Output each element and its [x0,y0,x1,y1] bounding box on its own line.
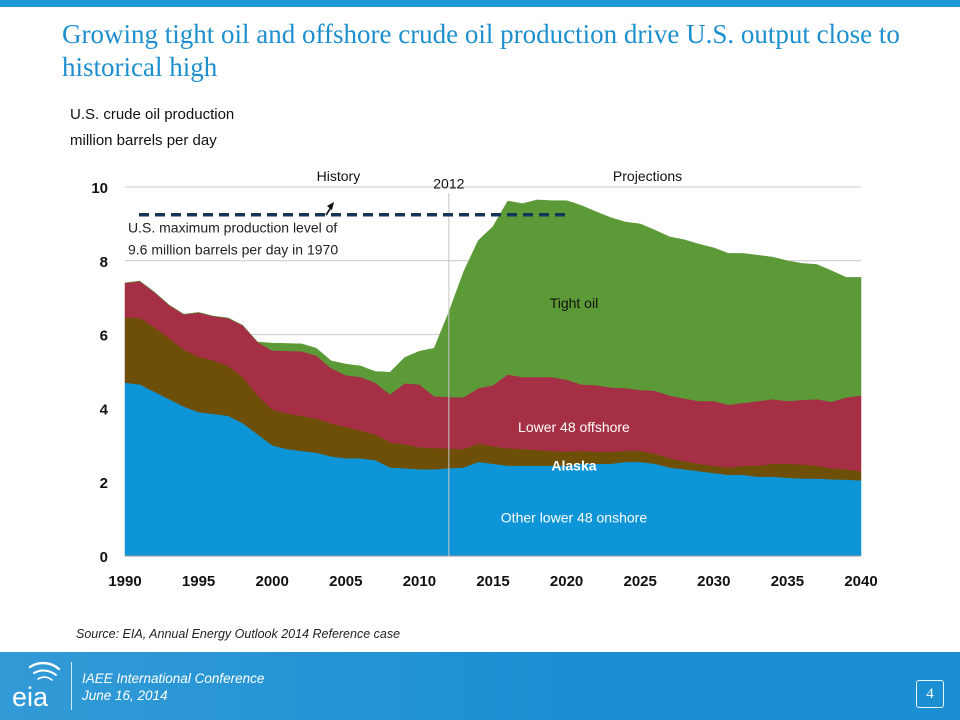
x-tick-label-2010: 2010 [403,573,436,590]
x-tick-label-2005: 2005 [329,573,362,590]
x-tick-label-2000: 2000 [256,573,289,590]
y-tick-label-0: 0 [100,549,108,566]
annotation-lower-48-offshore: Lower 48 offshore [518,419,630,435]
x-tick-label-2025: 2025 [624,573,657,590]
annotation-u-s-maximum-production-level-of: U.S. maximum production level of [128,220,337,236]
slide-title: Growing tight oil and offshore crude oil… [62,19,900,82]
annotation-projections: Projections [613,168,682,184]
svg-text:eia: eia [12,682,49,712]
x-tick-label-2040: 2040 [844,573,877,590]
x-tick-label-2035: 2035 [771,573,804,590]
source-note: Source: EIA, Annual Energy Outlook 2014 … [76,627,401,641]
chart-subtitle: U.S. crude oil production [70,106,235,123]
footer-event: IAEE International Conference [82,671,265,686]
y-tick-label-10: 10 [91,180,108,197]
chart-unit-label: million barrels per day [70,132,217,149]
y-tick-label-4: 4 [100,401,109,418]
annotation-tight-oil: Tight oil [550,295,599,311]
production-area-chart: 0 2 4 6 8 10 1990 1995 2000 2005 2010 2015 2020 2025 2… [91,168,877,590]
y-tick-label-6: 6 [100,328,108,345]
footer-divider [71,662,72,710]
x-tick-label-2030: 2030 [697,573,730,590]
footer-shade [0,652,960,720]
annotation-alaska: Alaska [551,458,596,474]
x-tick-label-1995: 1995 [182,573,215,590]
x-tick-label-2020: 2020 [550,573,583,590]
footer-date: June 16, 2014 [82,688,168,703]
page-number: 4 [916,680,944,708]
x-tick-label-1990: 1990 [108,573,141,590]
annotation-9-6-million-barrels-per-day-in-1970: 9.6 million barrels per day in 1970 [128,242,338,258]
y-tick-label-8: 8 [100,254,108,271]
annotation-history: History [317,168,361,184]
x-tick-label-2015: 2015 [476,573,509,590]
footer-bar: eia IAEE International Conference June 1… [0,652,960,720]
top-accent-bar [0,0,960,7]
y-tick-label-2: 2 [100,475,108,492]
area-tight-oil [124,199,862,405]
eia-logo-icon: eia [12,661,61,712]
annotation-arrow-head [327,202,334,210]
annotation-other-lower-48-onshore: Other lower 48 onshore [501,509,648,525]
annotation-2012: 2012 [433,175,464,191]
